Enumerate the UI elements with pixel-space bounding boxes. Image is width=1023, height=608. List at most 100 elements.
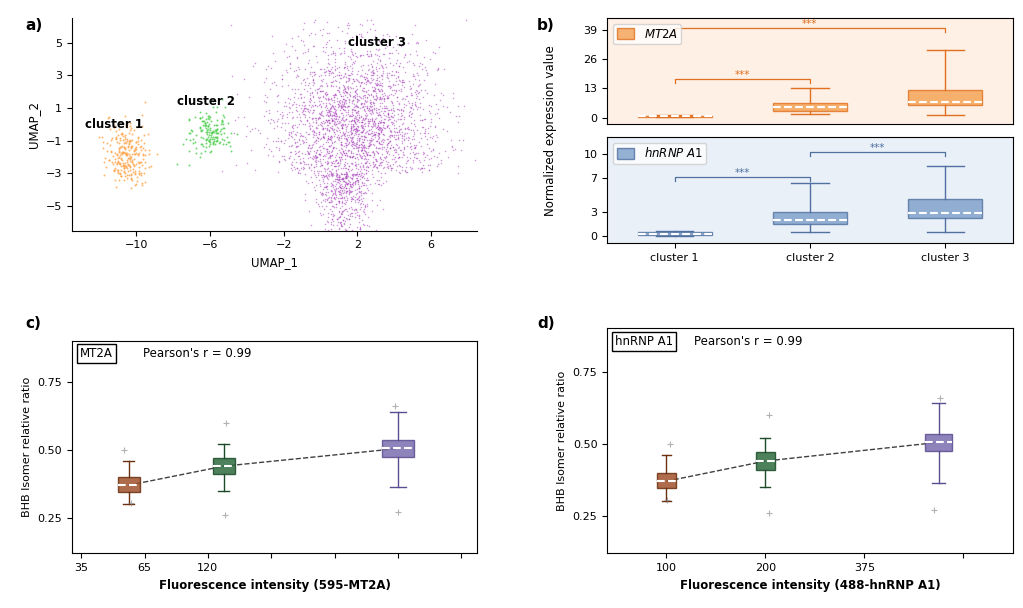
Point <box>124 175 140 185</box>
Point <box>319 194 336 204</box>
Point <box>293 92 309 102</box>
Point <box>382 48 398 58</box>
Point <box>394 77 410 87</box>
Point <box>411 155 428 165</box>
Point <box>353 181 369 191</box>
Point <box>133 142 149 151</box>
Point <box>287 130 304 139</box>
Point <box>344 165 360 174</box>
Point <box>329 116 346 126</box>
Point <box>433 89 449 98</box>
Point <box>113 153 129 163</box>
Point <box>345 122 361 132</box>
Point <box>393 114 409 124</box>
Point <box>326 193 343 202</box>
Point <box>319 29 336 38</box>
Point <box>314 190 330 199</box>
Point <box>305 151 321 161</box>
Point <box>239 158 256 168</box>
Point <box>367 90 384 100</box>
Point <box>356 131 372 140</box>
Point <box>101 112 118 122</box>
Point <box>309 102 325 111</box>
Point <box>311 187 327 196</box>
Point <box>293 103 309 113</box>
Point <box>315 151 331 161</box>
Point <box>337 133 353 142</box>
Point <box>372 60 389 70</box>
Point <box>305 117 321 127</box>
Point <box>324 81 341 91</box>
Point <box>318 182 335 192</box>
Point <box>324 137 341 147</box>
Point <box>343 208 359 218</box>
Point <box>134 180 150 190</box>
Point <box>327 107 344 117</box>
Point <box>337 159 353 169</box>
Point <box>271 156 287 166</box>
Point <box>361 97 377 107</box>
Point <box>345 111 361 120</box>
Point <box>383 126 399 136</box>
Point <box>299 74 315 83</box>
Point <box>356 142 372 151</box>
Point <box>357 112 373 122</box>
Point <box>413 59 430 69</box>
Point <box>333 101 350 111</box>
Point <box>306 182 322 192</box>
Point <box>336 72 352 82</box>
Point <box>350 159 366 169</box>
Point <box>333 123 350 133</box>
Point <box>213 119 229 129</box>
Point <box>348 170 364 180</box>
Point <box>390 109 406 119</box>
Point <box>343 195 359 204</box>
Point <box>377 151 394 161</box>
Point <box>315 91 331 100</box>
Point <box>396 77 412 87</box>
Point <box>352 81 368 91</box>
Point <box>371 81 388 91</box>
Point <box>318 98 335 108</box>
Point <box>347 38 363 47</box>
Point <box>472 75 488 85</box>
Point <box>372 123 389 133</box>
Point <box>341 0 357 3</box>
Point <box>278 112 295 122</box>
Point <box>192 113 209 123</box>
Point <box>293 159 309 168</box>
Point <box>303 102 319 112</box>
Point <box>349 75 365 85</box>
Point <box>331 95 348 105</box>
Point <box>377 123 394 133</box>
Point <box>195 116 212 126</box>
Point <box>404 98 420 108</box>
Point <box>395 106 411 116</box>
Point <box>399 155 415 165</box>
Point <box>366 31 383 41</box>
Point <box>363 15 380 25</box>
Point <box>374 155 391 165</box>
Point <box>375 134 392 144</box>
Point <box>427 151 443 161</box>
Point <box>131 148 147 158</box>
Point <box>327 179 344 188</box>
Point <box>358 188 374 198</box>
Point <box>317 188 333 198</box>
Point <box>109 165 126 175</box>
Point <box>366 130 383 139</box>
Point <box>357 147 373 156</box>
Point <box>322 141 339 151</box>
Point <box>297 148 313 158</box>
Point <box>119 134 135 143</box>
Point <box>323 215 340 224</box>
Point <box>393 109 409 119</box>
Point <box>381 30 397 40</box>
Point <box>318 144 335 154</box>
Point <box>343 54 359 64</box>
Point <box>269 106 285 116</box>
Point <box>338 109 354 119</box>
Point <box>247 123 263 133</box>
Point <box>326 111 343 121</box>
Point <box>322 134 339 144</box>
